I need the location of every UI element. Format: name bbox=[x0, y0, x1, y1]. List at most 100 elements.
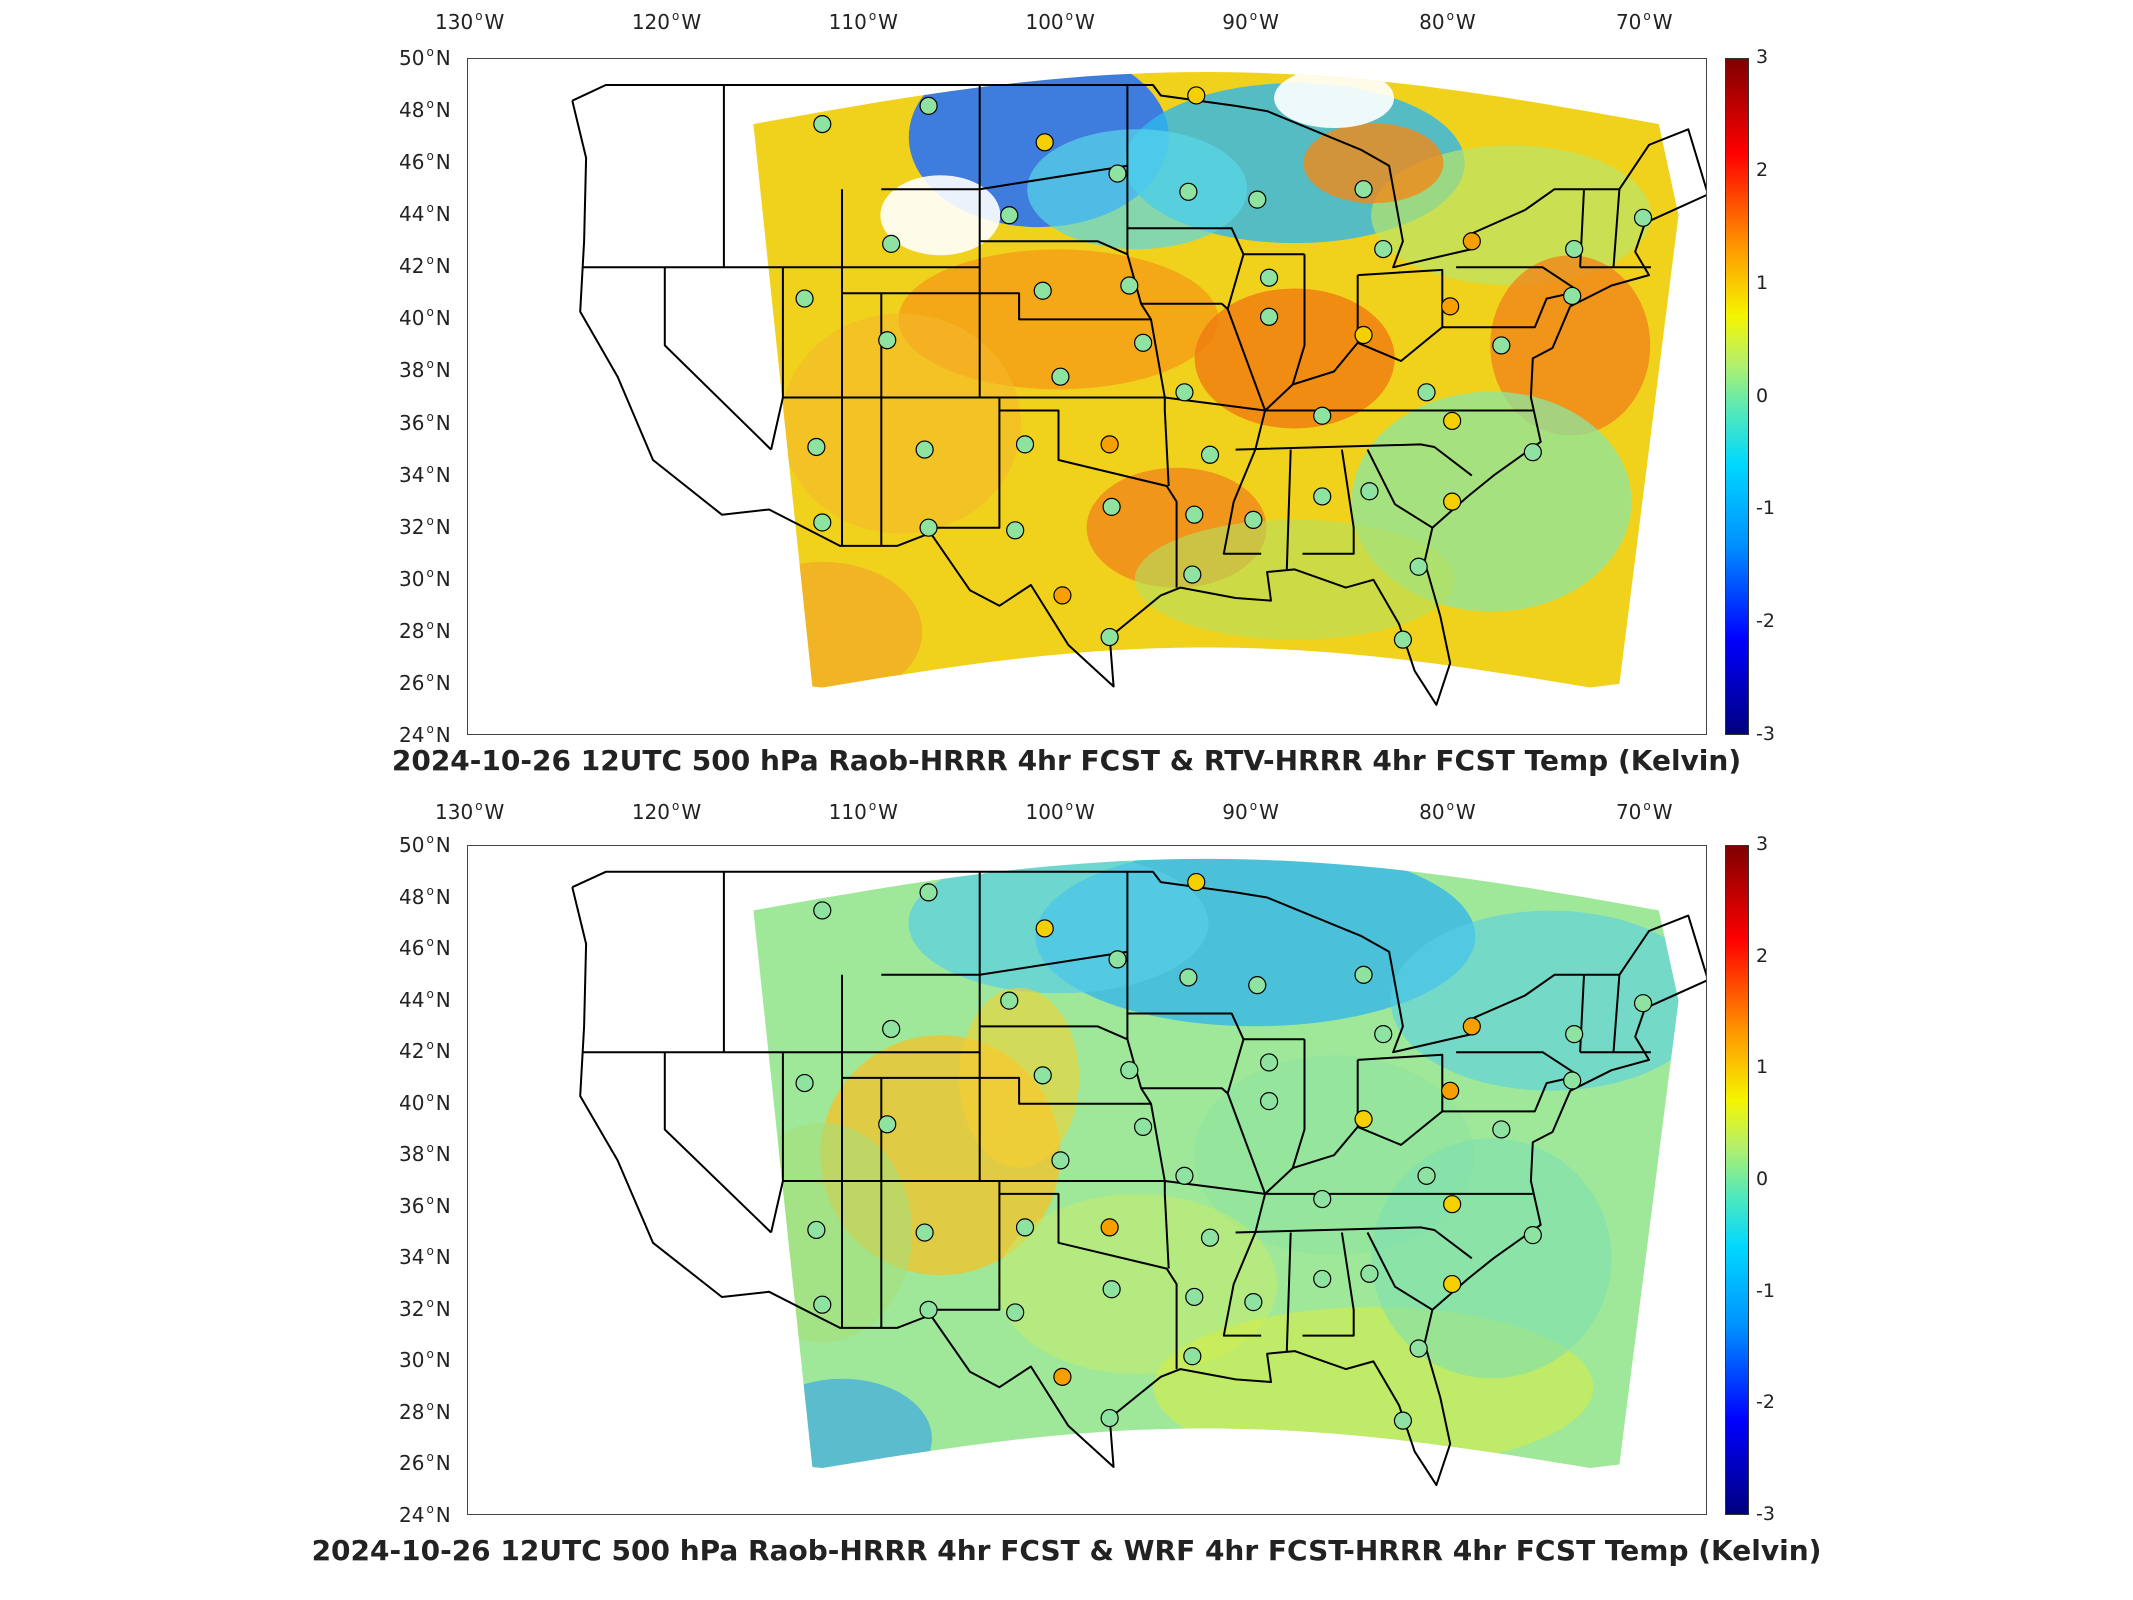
station-marker[interactable] bbox=[1183, 1347, 1202, 1366]
station-marker[interactable] bbox=[1035, 133, 1054, 152]
station-marker[interactable] bbox=[1006, 521, 1025, 540]
station-marker[interactable] bbox=[1354, 965, 1373, 984]
station-marker[interactable] bbox=[1183, 565, 1202, 584]
station-marker[interactable] bbox=[1443, 411, 1462, 431]
station-marker[interactable] bbox=[1175, 1166, 1194, 1185]
station-marker[interactable] bbox=[813, 513, 832, 532]
station-marker[interactable] bbox=[1120, 1061, 1139, 1080]
station-marker[interactable] bbox=[1259, 268, 1279, 287]
station-marker[interactable] bbox=[882, 1019, 901, 1039]
station-marker[interactable] bbox=[1374, 239, 1393, 259]
station-marker[interactable] bbox=[1441, 297, 1460, 316]
station-marker[interactable] bbox=[1563, 286, 1582, 306]
station-marker[interactable] bbox=[1187, 872, 1206, 892]
station-marker[interactable] bbox=[1006, 1303, 1025, 1322]
station-marker[interactable] bbox=[1462, 232, 1481, 251]
station-marker[interactable] bbox=[915, 440, 934, 459]
station-marker[interactable] bbox=[795, 289, 814, 308]
station-marker[interactable] bbox=[1443, 492, 1462, 511]
station-marker[interactable] bbox=[1053, 586, 1072, 605]
station-marker[interactable] bbox=[1051, 1151, 1070, 1170]
station-marker[interactable] bbox=[1565, 239, 1584, 259]
station-marker[interactable] bbox=[1360, 482, 1379, 501]
station-marker[interactable] bbox=[1053, 1367, 1072, 1386]
station-marker[interactable] bbox=[1393, 1411, 1413, 1430]
station-marker[interactable] bbox=[1033, 1066, 1052, 1085]
station-marker[interactable] bbox=[1185, 505, 1204, 524]
station-marker[interactable] bbox=[1565, 1025, 1584, 1044]
station-marker[interactable] bbox=[795, 1073, 814, 1093]
station-marker[interactable] bbox=[1100, 1408, 1119, 1428]
station-marker[interactable] bbox=[919, 96, 938, 115]
station-marker[interactable] bbox=[1259, 307, 1279, 326]
station-marker[interactable] bbox=[813, 1295, 832, 1314]
station-marker[interactable] bbox=[1175, 383, 1194, 402]
station-marker[interactable] bbox=[1313, 1189, 1332, 1209]
station-marker[interactable] bbox=[1179, 968, 1198, 987]
station-marker[interactable] bbox=[919, 883, 938, 902]
station-marker[interactable] bbox=[1492, 336, 1511, 355]
station-marker[interactable] bbox=[1313, 1269, 1332, 1289]
station-marker[interactable] bbox=[807, 1220, 826, 1240]
station-marker[interactable] bbox=[1374, 1025, 1393, 1044]
station-marker[interactable] bbox=[1015, 435, 1035, 454]
station-marker[interactable] bbox=[1015, 1218, 1035, 1237]
station-marker[interactable] bbox=[1102, 1280, 1121, 1299]
station-marker[interactable] bbox=[1100, 627, 1119, 647]
station-marker[interactable] bbox=[807, 437, 826, 457]
station-marker[interactable] bbox=[1000, 991, 1019, 1010]
station-marker[interactable] bbox=[1443, 1195, 1462, 1214]
station-marker[interactable] bbox=[1244, 510, 1263, 529]
station-marker[interactable] bbox=[1409, 1339, 1428, 1358]
station-marker[interactable] bbox=[1441, 1081, 1460, 1100]
station-marker[interactable] bbox=[1259, 1092, 1279, 1111]
station-marker[interactable] bbox=[1185, 1287, 1204, 1307]
station-marker[interactable] bbox=[1523, 443, 1542, 462]
station-marker[interactable] bbox=[1259, 1053, 1279, 1072]
station-marker[interactable] bbox=[1051, 367, 1070, 386]
station-marker[interactable] bbox=[919, 518, 938, 537]
station-marker[interactable] bbox=[1100, 1218, 1119, 1237]
station-marker[interactable] bbox=[878, 331, 897, 350]
station-marker[interactable] bbox=[1443, 1274, 1462, 1294]
station-marker[interactable] bbox=[1244, 1293, 1263, 1312]
station-marker[interactable] bbox=[1409, 557, 1428, 576]
station-marker[interactable] bbox=[1633, 208, 1653, 227]
station-marker[interactable] bbox=[1393, 630, 1413, 649]
station-marker[interactable] bbox=[1102, 497, 1121, 516]
station-marker[interactable] bbox=[813, 901, 832, 920]
station-marker[interactable] bbox=[1120, 276, 1139, 295]
station-marker[interactable] bbox=[1417, 1166, 1436, 1185]
station-marker[interactable] bbox=[1563, 1071, 1582, 1090]
station-marker[interactable] bbox=[1633, 994, 1653, 1013]
station-marker[interactable] bbox=[1248, 976, 1267, 995]
station-marker[interactable] bbox=[882, 234, 901, 253]
station-marker[interactable] bbox=[1179, 182, 1198, 201]
station-marker[interactable] bbox=[919, 1300, 938, 1319]
station-marker[interactable] bbox=[1354, 180, 1373, 199]
station-marker[interactable] bbox=[878, 1115, 897, 1134]
station-marker[interactable] bbox=[1354, 325, 1373, 345]
station-marker[interactable] bbox=[1492, 1120, 1511, 1139]
station-marker[interactable] bbox=[1200, 1228, 1220, 1247]
station-marker[interactable] bbox=[1134, 333, 1153, 352]
station-marker[interactable] bbox=[1200, 445, 1220, 464]
station-marker[interactable] bbox=[1187, 86, 1206, 105]
station-marker[interactable] bbox=[1360, 1264, 1379, 1283]
station-marker[interactable] bbox=[1033, 281, 1052, 300]
station-marker[interactable] bbox=[1523, 1226, 1542, 1245]
station-marker[interactable] bbox=[915, 1223, 934, 1242]
station-marker[interactable] bbox=[1000, 206, 1019, 225]
station-marker[interactable] bbox=[1313, 406, 1332, 425]
station-marker[interactable] bbox=[1248, 190, 1267, 209]
station-marker[interactable] bbox=[1417, 383, 1436, 402]
station-marker[interactable] bbox=[1108, 950, 1127, 969]
station-marker[interactable] bbox=[813, 114, 832, 134]
station-marker[interactable] bbox=[1354, 1110, 1373, 1129]
station-marker[interactable] bbox=[1313, 487, 1332, 506]
station-marker[interactable] bbox=[1462, 1017, 1481, 1036]
station-marker[interactable] bbox=[1035, 919, 1054, 938]
station-marker[interactable] bbox=[1108, 164, 1127, 183]
station-marker[interactable] bbox=[1134, 1117, 1153, 1136]
station-marker[interactable] bbox=[1100, 435, 1119, 454]
